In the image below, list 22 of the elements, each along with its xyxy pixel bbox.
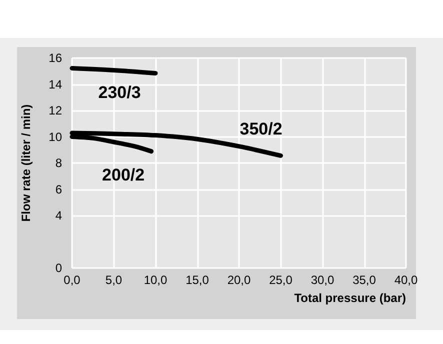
series-label: 350/2: [240, 119, 282, 138]
y-tick-label: 10: [48, 130, 62, 144]
y-tick-label: 6: [55, 182, 62, 196]
series-label: 230/3: [98, 83, 141, 102]
x-tick-label: 40,0: [394, 273, 418, 287]
x-tick-label: 15,0: [186, 273, 210, 287]
y-tick-label: 16: [48, 51, 62, 65]
y-tick-label: 0: [55, 261, 62, 275]
x-tick-label: 30,0: [310, 273, 334, 287]
y-tick-label: 12: [48, 104, 62, 118]
x-tick-label: 35,0: [352, 273, 376, 287]
x-tick-label: 5,0: [105, 273, 122, 287]
x-axis-title: Total pressure (bar): [294, 291, 406, 305]
series-label: 200/2: [102, 165, 145, 184]
x-tick-label: 20,0: [227, 273, 251, 287]
y-tick-label: 4: [55, 208, 62, 222]
x-tick-label: 10,0: [144, 273, 168, 287]
x-tick-label: 0,0: [64, 273, 81, 287]
y-tick-label: 8: [55, 156, 62, 170]
x-tick-label: 25,0: [269, 273, 293, 287]
y-tick-label: 14: [48, 77, 62, 92]
y-axis-title: Flow rate (liter / min): [19, 104, 33, 222]
